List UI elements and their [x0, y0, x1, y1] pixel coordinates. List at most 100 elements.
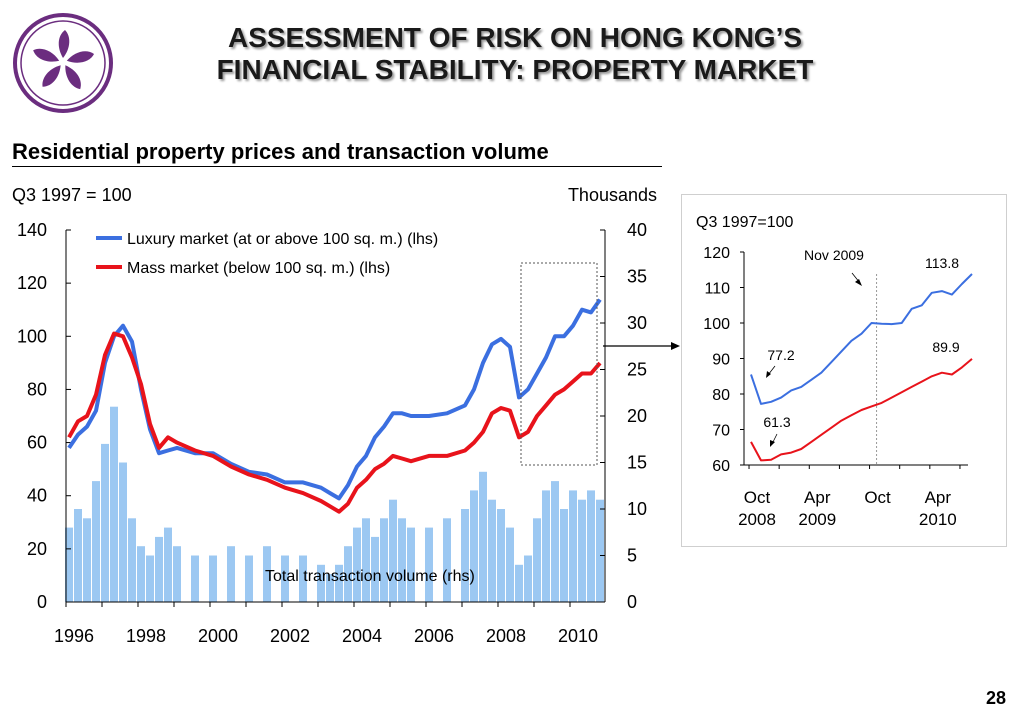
- hkma-bauhinia-logo: [13, 13, 113, 113]
- inset-x-tick-label: Oct: [744, 488, 771, 507]
- volume-bar: [101, 443, 109, 602]
- volume-bar: [497, 509, 505, 602]
- volume-bar: [443, 518, 451, 602]
- left-tick-label: 40: [27, 486, 47, 506]
- inset-x-tick-label: Apr: [804, 488, 831, 507]
- legend-label-mass: Mass market (below 100 sq. m.) (lhs): [127, 260, 390, 277]
- x-tick-label: 2000: [198, 626, 238, 646]
- x-tick-label: 2010: [558, 626, 598, 646]
- inset-axes: 60 70 80 90 100 110 120 Oct 2008 Apr 2009 Oct Apr 201…: [703, 245, 968, 529]
- volume-bar: [74, 509, 82, 602]
- volume-bar: [344, 546, 352, 602]
- subtitle-underline: [12, 166, 662, 167]
- volume-bar: [65, 527, 73, 602]
- x-tick-label: 2006: [414, 626, 454, 646]
- inset-x-tick-label: Apr: [925, 488, 952, 507]
- main-axes: 0 20 40 60 80 100 120 140 0 5 10 15 20 25 30 35 40 1996 19…: [17, 220, 647, 646]
- left-tick-label: 0: [37, 592, 47, 612]
- volume-bar: [245, 555, 253, 602]
- right-tick-label: 15: [627, 453, 647, 473]
- x-tick-label: 2008: [486, 626, 526, 646]
- inset-chart: Q3 1997=100 60 70 80 90 100 110 120 Oct 2008 Apr 2…: [696, 214, 973, 529]
- right-tick-label: 30: [627, 313, 647, 333]
- volume-bar: [146, 555, 154, 602]
- volume-bar: [587, 490, 595, 602]
- annotation-mass-low: 61.3: [763, 414, 790, 430]
- volume-bar: [542, 490, 550, 602]
- x-tick-label: 2004: [342, 626, 382, 646]
- zoom-arrow-head: [671, 342, 680, 350]
- inset-chart-panel: Q3 1997=100 60 70 80 90 100 110 120 Oct 2008 Apr 2…: [681, 194, 1007, 547]
- page-number: 28: [985, 688, 1006, 708]
- chart-subtitle: Residential property prices and transact…: [12, 139, 549, 164]
- volume-bar: [353, 527, 361, 602]
- x-tick-label: 1998: [126, 626, 166, 646]
- inset-x-tick-label: 2008: [738, 510, 776, 529]
- page-title-line-1: ASSESSMENT OF RISK ON HONG KONG’S: [227, 22, 803, 53]
- reference-line-label: Nov 2009: [804, 247, 864, 263]
- inset-y-tick-label: 60: [712, 458, 730, 475]
- inset-unit-label: Q3 1997=100: [696, 214, 794, 231]
- volume-bar: [362, 518, 370, 602]
- right-tick-label: 35: [627, 267, 647, 287]
- inset-y-tick-label: 80: [712, 387, 730, 404]
- volume-bar: [263, 546, 271, 602]
- volume-bar: [281, 555, 289, 602]
- annotation-luxury-low: 77.2: [767, 347, 794, 363]
- right-tick-label: 0: [627, 592, 637, 612]
- page-title: ASSESSMENT OF RISK ON HONG KONG’S FINANC…: [120, 22, 910, 86]
- left-unit-label: Q3 1997 = 100: [12, 185, 132, 205]
- volume-bar: [488, 499, 496, 602]
- volume-bar: [299, 555, 307, 602]
- legend-label-luxury: Luxury market (at or above 100 sq. m.) (…: [127, 231, 438, 248]
- volume-bar: [389, 499, 397, 602]
- main-chart: Q3 1997 = 100 Thousands 0204060801001201…: [12, 185, 680, 646]
- inset-y-tick-label: 100: [703, 316, 730, 333]
- volume-bar: [578, 499, 586, 602]
- left-tick-label: 120: [17, 273, 47, 293]
- annotation-luxury-low-pointer-head: [766, 371, 771, 378]
- volume-bar: [137, 546, 145, 602]
- volume-bar: [551, 481, 559, 602]
- volume-bar: [596, 499, 604, 602]
- right-tick-label: 5: [627, 546, 637, 566]
- price-lines: [67, 298, 602, 514]
- reference-line-pointer-head: [855, 279, 862, 286]
- inset-luxury-line: [750, 273, 973, 405]
- volume-bar: [92, 481, 100, 602]
- volume-bar: [191, 555, 199, 602]
- volume-bar: [164, 527, 172, 602]
- page-title-line-2: FINANCIAL STABILITY: PROPERTY MARKET: [216, 54, 814, 85]
- volume-bar: [371, 536, 379, 602]
- luxury-price-line: [67, 298, 602, 501]
- volume-bar: [479, 471, 487, 602]
- annotation-mass-end: 89.9: [932, 339, 959, 355]
- x-tick-label: 1996: [54, 626, 94, 646]
- volume-bar: [119, 462, 127, 602]
- right-tick-label: 10: [627, 499, 647, 519]
- volume-bar: [155, 536, 163, 602]
- annotation-luxury-end: 113.8: [925, 255, 959, 271]
- volume-bar: [398, 518, 406, 602]
- volume-bar: [524, 555, 532, 602]
- left-tick-label: 20: [27, 539, 47, 559]
- volume-bar: [227, 546, 235, 602]
- volume-bar: [470, 490, 478, 602]
- volume-bar: [209, 555, 217, 602]
- volume-bar: [317, 564, 325, 602]
- inset-x-tick-label: 2010: [919, 510, 957, 529]
- volume-bar: [506, 527, 514, 602]
- annotation-mass-low-pointer-head: [770, 440, 775, 447]
- right-tick-label: 25: [627, 360, 647, 380]
- volume-bar: [407, 527, 415, 602]
- inset-x-tick-label: Oct: [864, 488, 891, 507]
- left-tick-label: 140: [17, 220, 47, 240]
- volume-bar: [515, 564, 523, 602]
- volume-bar: [425, 527, 433, 602]
- mass-price-line: [67, 331, 602, 514]
- volume-annotation: Total transaction volume (rhs): [265, 568, 475, 585]
- inset-mass-line: [750, 358, 973, 462]
- legend: Luxury market (at or above 100 sq. m.) (…: [96, 231, 438, 277]
- inset-x-tick-label: 2009: [798, 510, 836, 529]
- inset-y-tick-label: 70: [712, 423, 730, 440]
